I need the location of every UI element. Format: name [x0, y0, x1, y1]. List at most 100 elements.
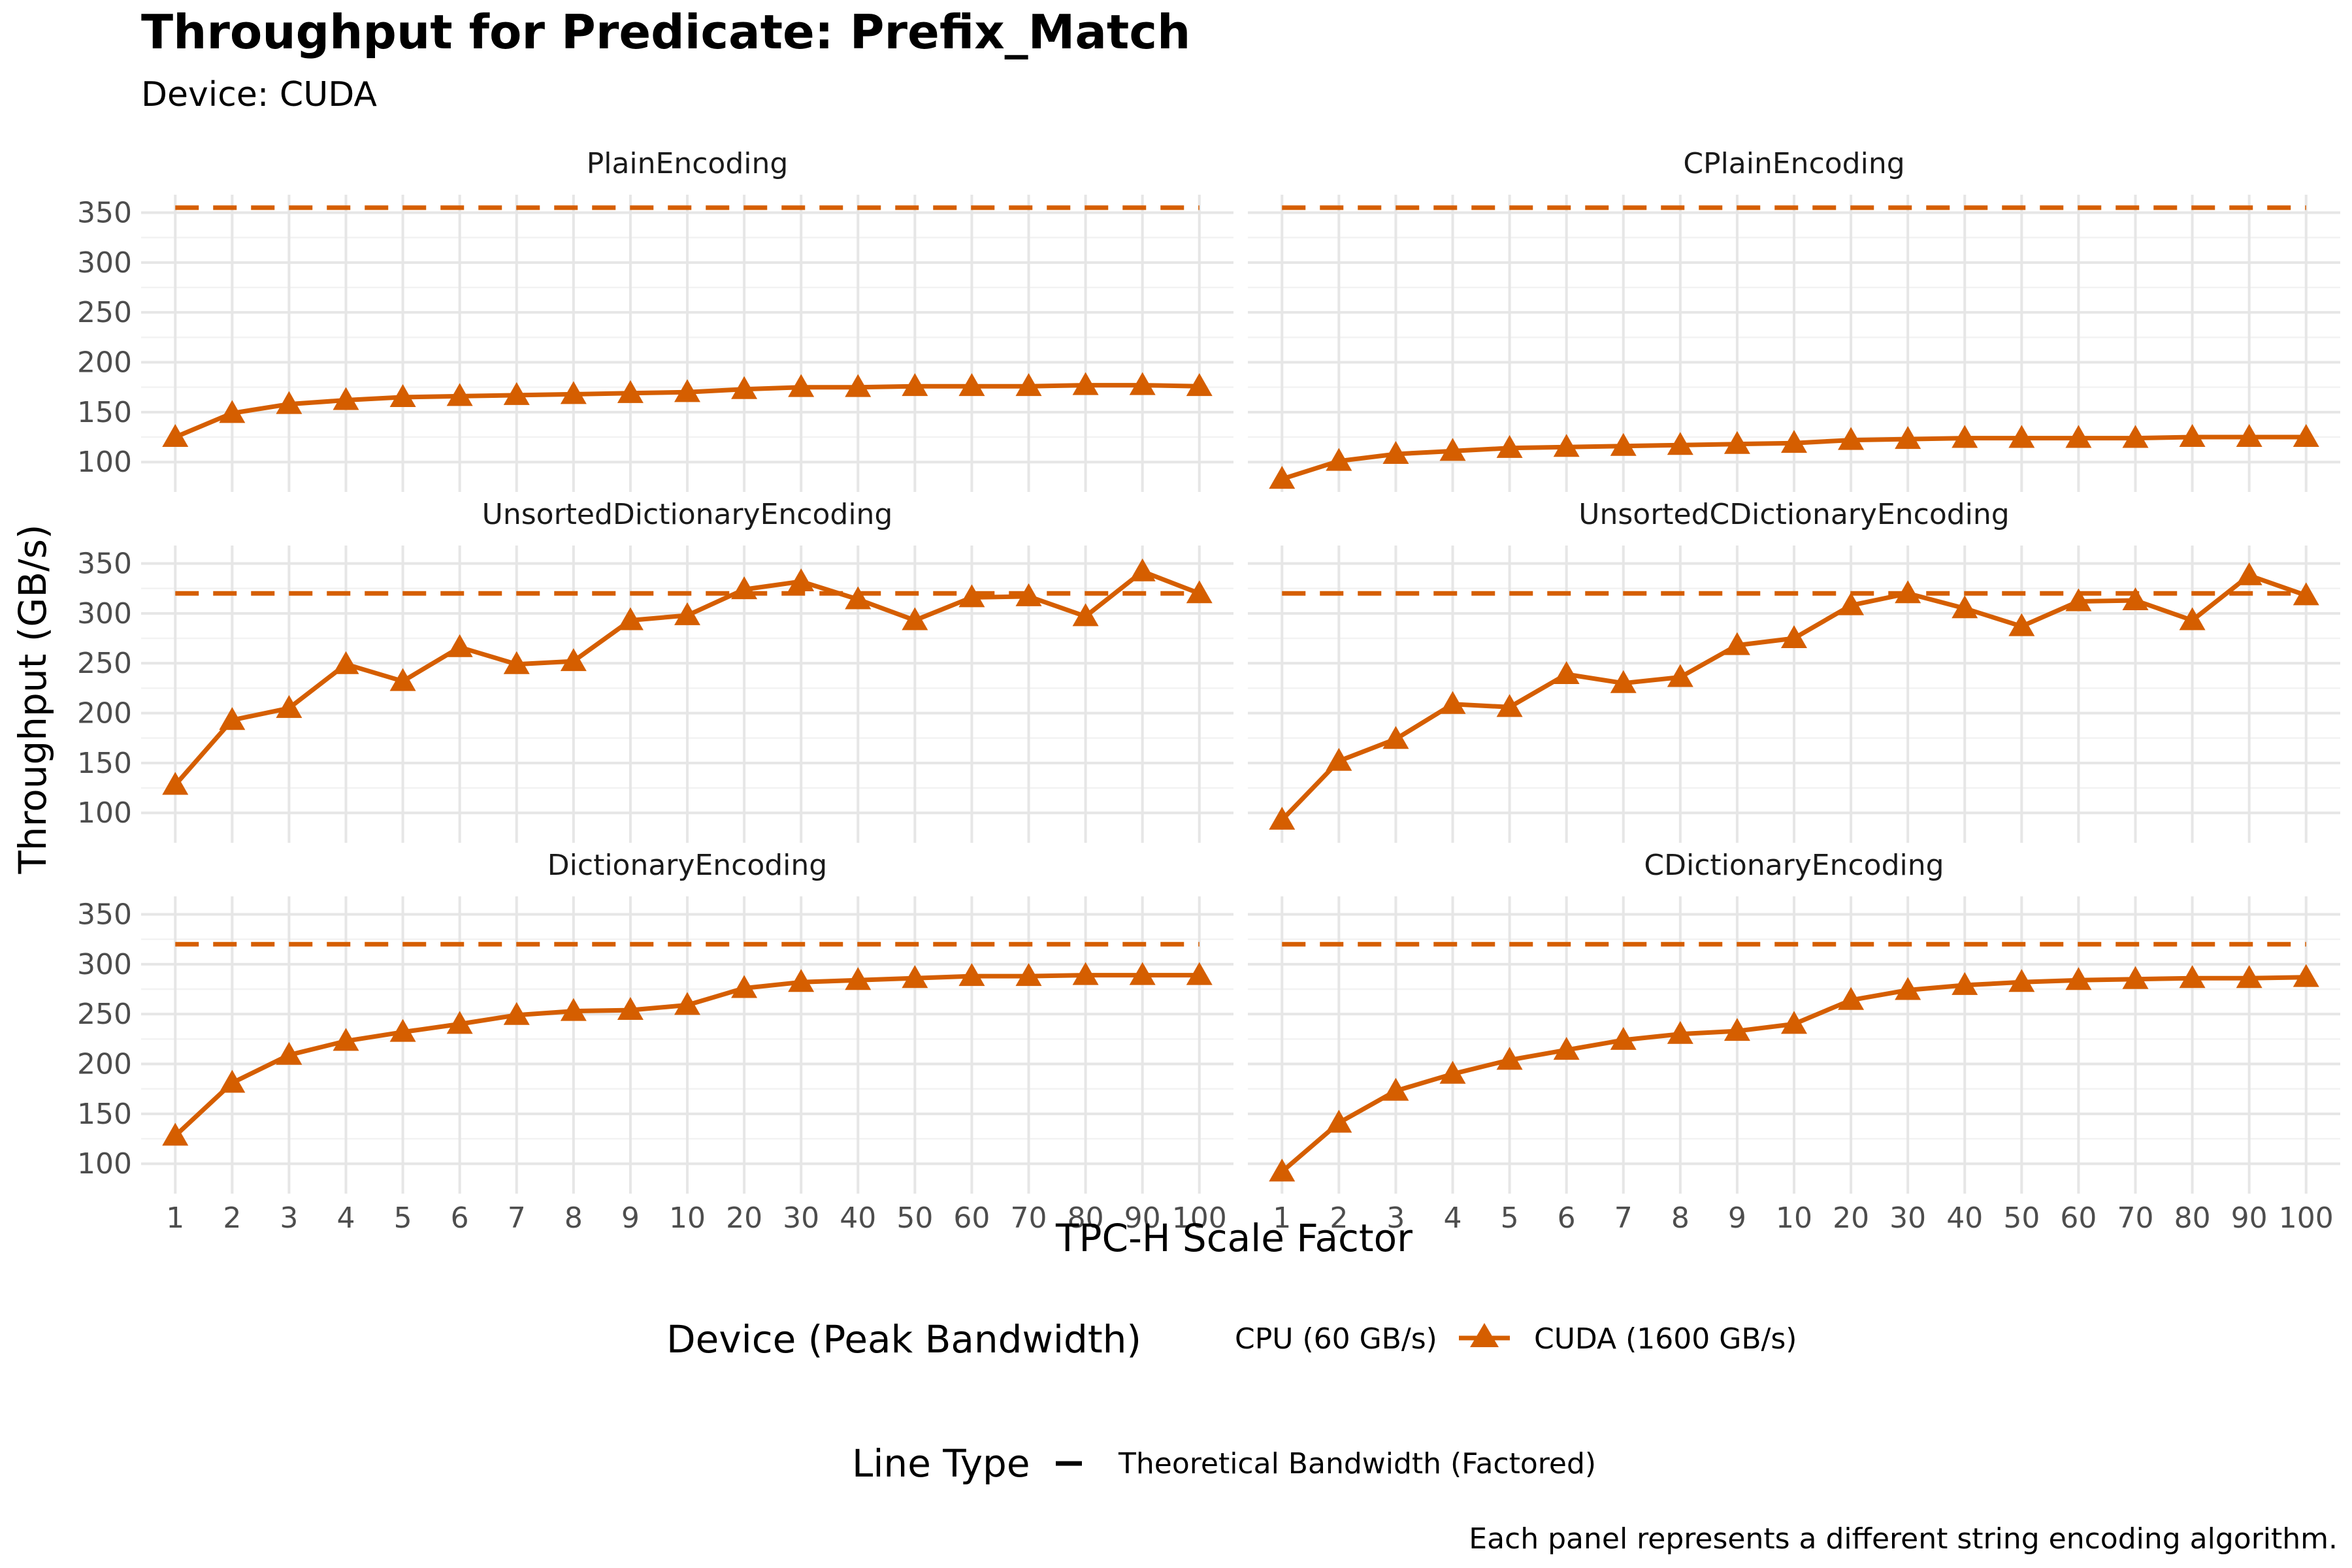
x-tick-label: 6 [451, 1201, 469, 1235]
cuda-data-point [162, 772, 189, 795]
panel-CDictionaryEncoding: CDictionaryEncoding 1 2 3 4 5 6 7 8 9 10 20 30 40 50 60… [1248, 849, 2340, 1235]
cuda-data-point [2293, 964, 2319, 987]
cuda-data-point [333, 387, 359, 410]
cuda-data-point [503, 1002, 530, 1025]
x-tick-label: 80 [2174, 1201, 2211, 1235]
cuda-data-point [1895, 580, 1921, 604]
cuda-data-point [1326, 448, 1352, 471]
cuda-data-point [1781, 430, 1807, 453]
x-tick-label: 80 [1068, 1201, 1104, 1235]
cuda-data-point [1667, 432, 1693, 455]
y-tick-label: 200 [77, 1048, 132, 1081]
x-tick-label: 1 [1273, 1201, 1291, 1235]
cuda-data-point [1553, 1037, 1580, 1060]
cuda-data-point [1439, 438, 1466, 461]
cuda-data-point [2122, 966, 2149, 989]
panel-title: UnsortedCDictionaryEncoding [1578, 498, 2009, 531]
x-tick-label: 90 [2231, 1201, 2268, 1235]
x-tick-label: 20 [726, 1201, 762, 1235]
cuda-data-point [1015, 373, 1042, 397]
cuda-data-point [2179, 965, 2206, 988]
cuda-data-point [2293, 582, 2319, 606]
x-tick-label: 7 [508, 1201, 526, 1235]
cuda-data-point [560, 648, 587, 672]
x-tick-label: 2 [223, 1201, 241, 1235]
x-tick-label: 50 [896, 1201, 933, 1235]
cuda-data-point [2065, 967, 2092, 990]
cuda-data-point [503, 651, 530, 674]
x-tick-label: 5 [1501, 1201, 1519, 1235]
cuda-data-point [446, 634, 473, 657]
y-tick-label: 150 [77, 396, 132, 429]
x-tick-label: 30 [783, 1201, 819, 1235]
cuda-data-point [2179, 424, 2206, 448]
cuda-data-point [617, 607, 644, 630]
x-tick-label: 9 [1728, 1201, 1746, 1235]
cuda-data-point [845, 586, 872, 610]
cuda-data-point [1610, 433, 1637, 456]
x-tick-label: 90 [1124, 1201, 1161, 1235]
cuda-data-point [1553, 434, 1580, 457]
cuda-data-point [1072, 603, 1099, 627]
cuda-data-point [2293, 424, 2319, 448]
legend-device-title: Device (Peak Bandwidth) [666, 1317, 1141, 1362]
y-tick-label: 250 [77, 296, 132, 329]
chart-subtitle: Device: CUDA [141, 75, 377, 114]
legend-cuda-key [1459, 1323, 1510, 1347]
cuda-data-point [2236, 562, 2262, 585]
legend-linetype-title: Line Type [852, 1441, 1030, 1486]
x-tick-label: 70 [2117, 1201, 2154, 1235]
cuda-data-point [276, 391, 302, 414]
y-tick-label: 350 [77, 898, 132, 931]
y-axis-title: Throughput (GB/s) [10, 524, 55, 874]
panels-group: PlainEncoding100150200250300350CPlainEnc… [77, 147, 2340, 1235]
y-tick-label: 250 [77, 647, 132, 680]
cuda-data-point [845, 967, 872, 990]
cuda-data-point [1015, 963, 1042, 987]
cuda-data-point [1015, 583, 1042, 606]
y-tick-label: 100 [77, 1147, 132, 1181]
cuda-data-point [1186, 962, 1213, 985]
cuda-data-point [1129, 372, 1156, 395]
cuda-data-point [958, 963, 985, 987]
cuda-data-point [1723, 431, 1750, 454]
x-tick-label: 8 [1671, 1201, 1690, 1235]
y-tick-label: 150 [77, 747, 132, 780]
cuda-data-point [1952, 595, 1978, 619]
y-tick-label: 300 [77, 948, 132, 981]
panel-title: PlainEncoding [587, 147, 789, 180]
x-tick-label: 30 [1889, 1201, 1926, 1235]
x-tick-label: 6 [1558, 1201, 1576, 1235]
cuda-data-point [617, 997, 644, 1021]
cuda-data-point [1723, 632, 1750, 655]
cuda-data-point [276, 1041, 302, 1065]
cuda-data-point [1667, 1021, 1693, 1044]
cuda-data-point [560, 998, 587, 1021]
cuda-data-point [1781, 1011, 1807, 1034]
x-tick-label: 1 [166, 1201, 184, 1235]
x-tick-label: 4 [337, 1201, 355, 1235]
cuda-data-point [1186, 373, 1213, 397]
cuda-data-point [1326, 1109, 1352, 1133]
cuda-data-point [2122, 425, 2149, 448]
panel-title: CDictionaryEncoding [1644, 849, 1944, 882]
legend-theoretical-label: Theoretical Bandwidth (Factored) [1118, 1447, 1596, 1480]
cuda-data-point [333, 651, 359, 674]
cuda-data-point [1667, 664, 1693, 687]
x-tick-label: 100 [2279, 1201, 2334, 1235]
cuda-data-point [1895, 977, 1921, 1000]
cuda-data-point [1781, 625, 1807, 648]
cuda-data-point [731, 376, 758, 399]
panel-title: CPlainEncoding [1683, 147, 1904, 180]
legend-cuda-triangle-icon [1470, 1323, 1499, 1347]
cuda-data-point [1269, 1158, 1296, 1182]
cuda-data-point [902, 965, 928, 988]
cuda-data-point [446, 1011, 473, 1034]
cuda-data-point [731, 576, 758, 600]
cuda-data-point [1382, 440, 1409, 464]
y-tick-label: 250 [77, 998, 132, 1031]
panel-CPlainEncoding: CPlainEncoding [1248, 147, 2340, 492]
y-tick-label: 300 [77, 597, 132, 630]
cuda-data-point [674, 602, 700, 625]
